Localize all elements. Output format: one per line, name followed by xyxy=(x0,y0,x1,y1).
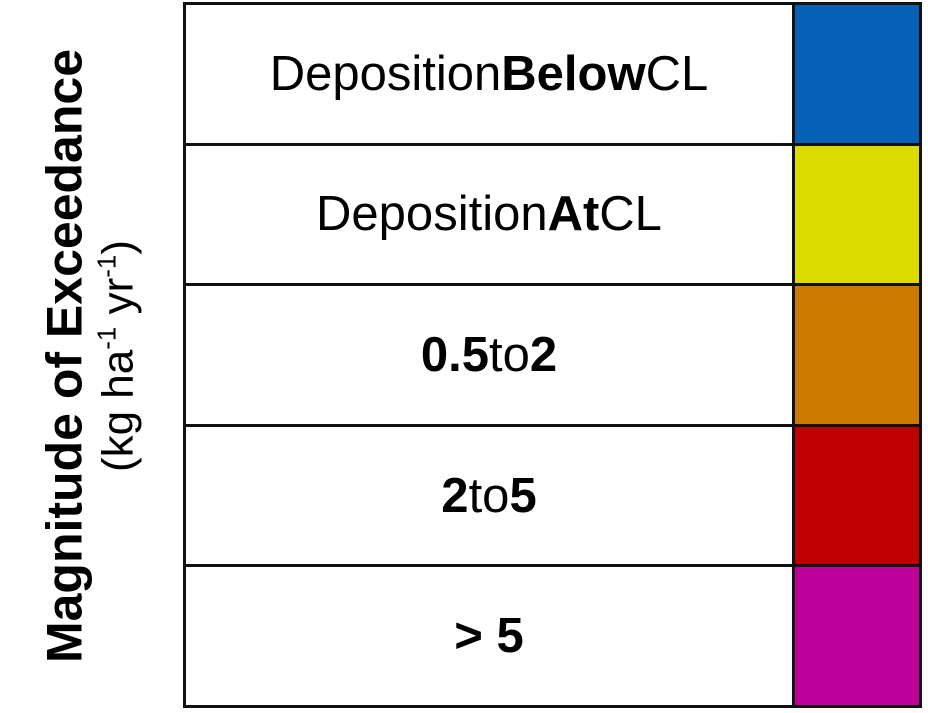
legend-label-part-bold: 0.5 xyxy=(420,327,489,382)
axis-units: (kg ha-1 yr-1) xyxy=(91,6,143,706)
legend-label-part: Deposition xyxy=(269,46,502,101)
legend-row-2-to-5: 2 to 5 xyxy=(186,423,919,565)
legend-label-part-bold: At xyxy=(547,187,600,242)
legend-label: Deposition Below CL xyxy=(186,5,795,143)
legend-row-at-cl: Deposition At CL xyxy=(186,142,919,284)
legend-label-part-bold: 2 xyxy=(441,468,469,523)
axis-label: Magnitude of Exceedance (kg ha-1 yr-1) xyxy=(0,0,180,713)
legend-label-part: to xyxy=(488,327,530,382)
legend-label: > 5 xyxy=(186,567,795,705)
legend-label: 2 to 5 xyxy=(186,426,795,565)
axis-units-prefix: (kg ha xyxy=(93,349,143,473)
legend-label: Deposition At CL xyxy=(186,145,795,284)
legend-label-part: Deposition xyxy=(316,187,548,242)
legend-swatch xyxy=(795,567,919,705)
legend-label-part: CL xyxy=(599,187,662,242)
legend-swatch xyxy=(795,145,919,284)
legend-swatch xyxy=(795,286,919,424)
legend-row-greater-than-5: > 5 xyxy=(186,564,919,705)
legend-label-part-bold: 5 xyxy=(509,468,537,523)
legend-label-part-bold: Below xyxy=(501,46,646,101)
axis-title: Magnitude of Exceedance xyxy=(36,48,93,664)
axis-units-exponent-ha: -1 xyxy=(91,326,122,350)
legend-label-part-bold: 2 xyxy=(529,327,558,382)
legend-label-part: to xyxy=(468,468,510,523)
axis-label-text: Magnitude of Exceedance (kg ha-1 yr-1) xyxy=(36,6,143,706)
legend-table: Deposition Below CL Deposition At CL 0.5… xyxy=(183,2,922,708)
legend-swatch xyxy=(795,426,919,565)
axis-units-mid: yr xyxy=(93,277,143,327)
legend-row-0-5-to-2: 0.5 to 2 xyxy=(186,283,919,424)
axis-units-exponent-yr: -1 xyxy=(91,254,122,278)
legend-label-part-bold: > 5 xyxy=(454,609,524,664)
legend-label-part: CL xyxy=(645,46,709,101)
legend-swatch xyxy=(795,5,919,143)
legend-label: 0.5 to 2 xyxy=(186,286,795,424)
legend-row-below-cl: Deposition Below CL xyxy=(186,5,919,143)
axis-units-suffix: ) xyxy=(93,239,143,255)
